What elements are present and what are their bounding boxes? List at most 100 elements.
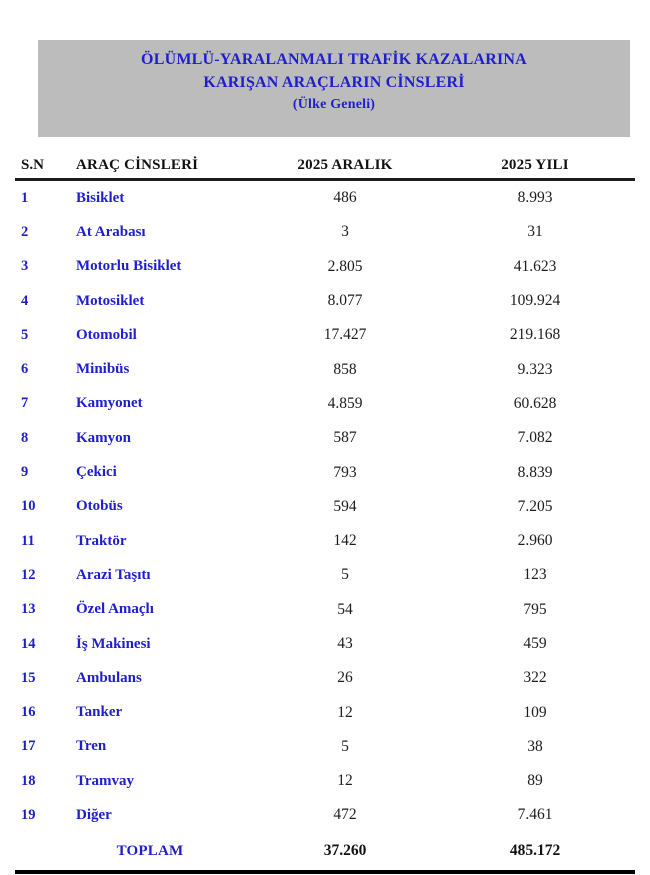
vehicle-name: Diğer — [76, 806, 112, 823]
vehicle-name: Tren — [76, 738, 107, 755]
year-value: 8.839 — [517, 463, 553, 481]
december-value: 17.427 — [323, 326, 367, 344]
vehicle-name: Bisiklet — [76, 189, 125, 206]
vehicle-name: Traktör — [76, 532, 127, 549]
table-row: 11 Traktör 142 2.960 — [15, 524, 635, 558]
year-value: 9.323 — [517, 360, 553, 378]
row-number: 17 — [21, 738, 36, 755]
total-december-value: 37.260 — [323, 842, 367, 860]
table-row: 9 Çekici 793 8.839 — [15, 455, 635, 489]
year-value: 795 — [523, 600, 547, 618]
row-number: 12 — [21, 566, 36, 583]
row-number: 14 — [21, 635, 36, 652]
row-number: 18 — [21, 772, 36, 789]
vehicle-name: At Arabası — [76, 223, 146, 240]
december-value: 793 — [333, 463, 357, 481]
year-value: 459 — [523, 635, 547, 652]
vehicle-name: Çekici — [76, 464, 117, 481]
december-value: 43 — [337, 635, 353, 652]
vehicle-name: Otomobil — [76, 326, 137, 343]
december-value: 5 — [341, 566, 349, 584]
year-value: 322 — [523, 669, 547, 687]
table-row: 5 Otomobil 17.427 219.168 — [15, 318, 635, 352]
vehicle-name: Arazi Taşıtı — [76, 566, 151, 583]
december-value: 486 — [333, 189, 357, 207]
table-row: 19 Diğer 472 7.461 — [15, 798, 635, 832]
row-number: 10 — [21, 498, 36, 515]
year-value: 8.993 — [517, 189, 553, 207]
vehicle-name: Ambulans — [76, 669, 142, 686]
table-row: 12 Arazi Taşıtı 5 123 — [15, 558, 635, 592]
december-value: 594 — [333, 497, 357, 515]
year-value: 7.205 — [517, 497, 553, 515]
table-row: 14 İş Makinesi 43 459 — [15, 627, 635, 661]
year-value: 109.924 — [509, 292, 561, 310]
row-number: 19 — [21, 806, 36, 823]
december-value: 858 — [333, 360, 357, 378]
vehicle-name: Tanker — [76, 704, 123, 721]
vehicle-name: Kamyon — [76, 429, 132, 446]
row-number: 13 — [21, 601, 36, 618]
table-row: 17 Tren 5 38 — [15, 730, 635, 764]
table-row: 13 Özel Amaçlı 54 795 — [15, 593, 635, 627]
table-row: 3 Motorlu Bisiklet 2.805 41.623 — [15, 250, 635, 284]
title-banner: ÖLÜMLÜ-YARALANMALI TRAFİK KAZALARINA KAR… — [38, 40, 630, 137]
vehicle-name: Minibüs — [76, 361, 130, 378]
table-header-row: S.N ARAÇ CİNSLERİ 2025 ARALIK 2025 YILI — [15, 148, 635, 181]
table-row: 15 Ambulans 26 322 — [15, 661, 635, 695]
december-value: 5 — [341, 737, 349, 755]
december-value: 12 — [337, 772, 353, 790]
total-year-value: 485.172 — [509, 842, 561, 860]
row-number: 15 — [21, 669, 36, 686]
table-row: 10 Otobüs 594 7.205 — [15, 490, 635, 524]
year-value: 60.628 — [513, 394, 557, 412]
row-number: 6 — [21, 361, 29, 378]
table-body: 1 Bisiklet 486 8.993 2 At Arabası 3 31 3… — [15, 181, 635, 833]
year-value: 123 — [523, 566, 547, 584]
year-value: 38 — [527, 737, 543, 755]
row-number: 5 — [21, 326, 29, 343]
december-value: 587 — [333, 429, 357, 447]
vehicle-name: İş Makinesi — [76, 635, 151, 652]
december-value: 3 — [341, 223, 349, 241]
table-row: 2 At Arabası 3 31 — [15, 215, 635, 249]
vehicle-name: Motosiklet — [76, 292, 145, 309]
total-label: TOPLAM — [116, 842, 184, 859]
column-header-sn: S.N — [21, 157, 44, 173]
row-number: 11 — [21, 532, 35, 549]
december-value: 8.077 — [327, 292, 363, 310]
december-value: 4.859 — [327, 394, 363, 412]
december-value: 2.805 — [327, 257, 363, 275]
vehicle-name: Motorlu Bisiklet — [76, 258, 182, 275]
table-row: 18 Tramvay 12 89 — [15, 764, 635, 798]
row-number: 4 — [21, 292, 29, 309]
year-value: 89 — [527, 772, 543, 790]
title-line-3: (Ülke Geneli) — [292, 97, 376, 112]
table-row: 16 Tanker 12 109 — [15, 695, 635, 729]
vehicle-name: Özel Amaçlı — [76, 601, 154, 618]
column-header-year: 2025 YILI — [501, 157, 569, 173]
row-number: 2 — [21, 223, 29, 240]
row-number: 7 — [21, 395, 29, 412]
year-value: 31 — [527, 223, 543, 241]
column-header-name: ARAÇ CİNSLERİ — [76, 157, 199, 173]
total-row: TOPLAM 37.260 485.172 — [15, 833, 635, 874]
vehicle-name: Tramvay — [76, 772, 135, 789]
december-value: 12 — [337, 703, 353, 721]
december-value: 54 — [337, 600, 353, 618]
row-number: 8 — [21, 429, 29, 446]
december-value: 26 — [337, 669, 353, 687]
vehicle-name: Kamyonet — [76, 395, 143, 412]
vehicle-name: Otobüs — [76, 498, 123, 515]
row-number: 1 — [21, 189, 29, 206]
table-row: 7 Kamyonet 4.859 60.628 — [15, 387, 635, 421]
year-value: 7.082 — [517, 429, 553, 447]
year-value: 2.960 — [517, 532, 553, 550]
row-number: 9 — [21, 464, 29, 481]
vehicle-types-table: S.N ARAÇ CİNSLERİ 2025 ARALIK 2025 YILI … — [15, 148, 635, 874]
table-row: 1 Bisiklet 486 8.993 — [15, 181, 635, 215]
column-header-month: 2025 ARALIK — [297, 157, 393, 173]
title-line-1: ÖLÜMLÜ-YARALANMALI TRAFİK KAZALARINA — [141, 51, 527, 68]
row-number: 16 — [21, 704, 36, 721]
title-line-2: KARIŞAN ARAÇLARIN CİNSLERİ — [203, 74, 465, 91]
